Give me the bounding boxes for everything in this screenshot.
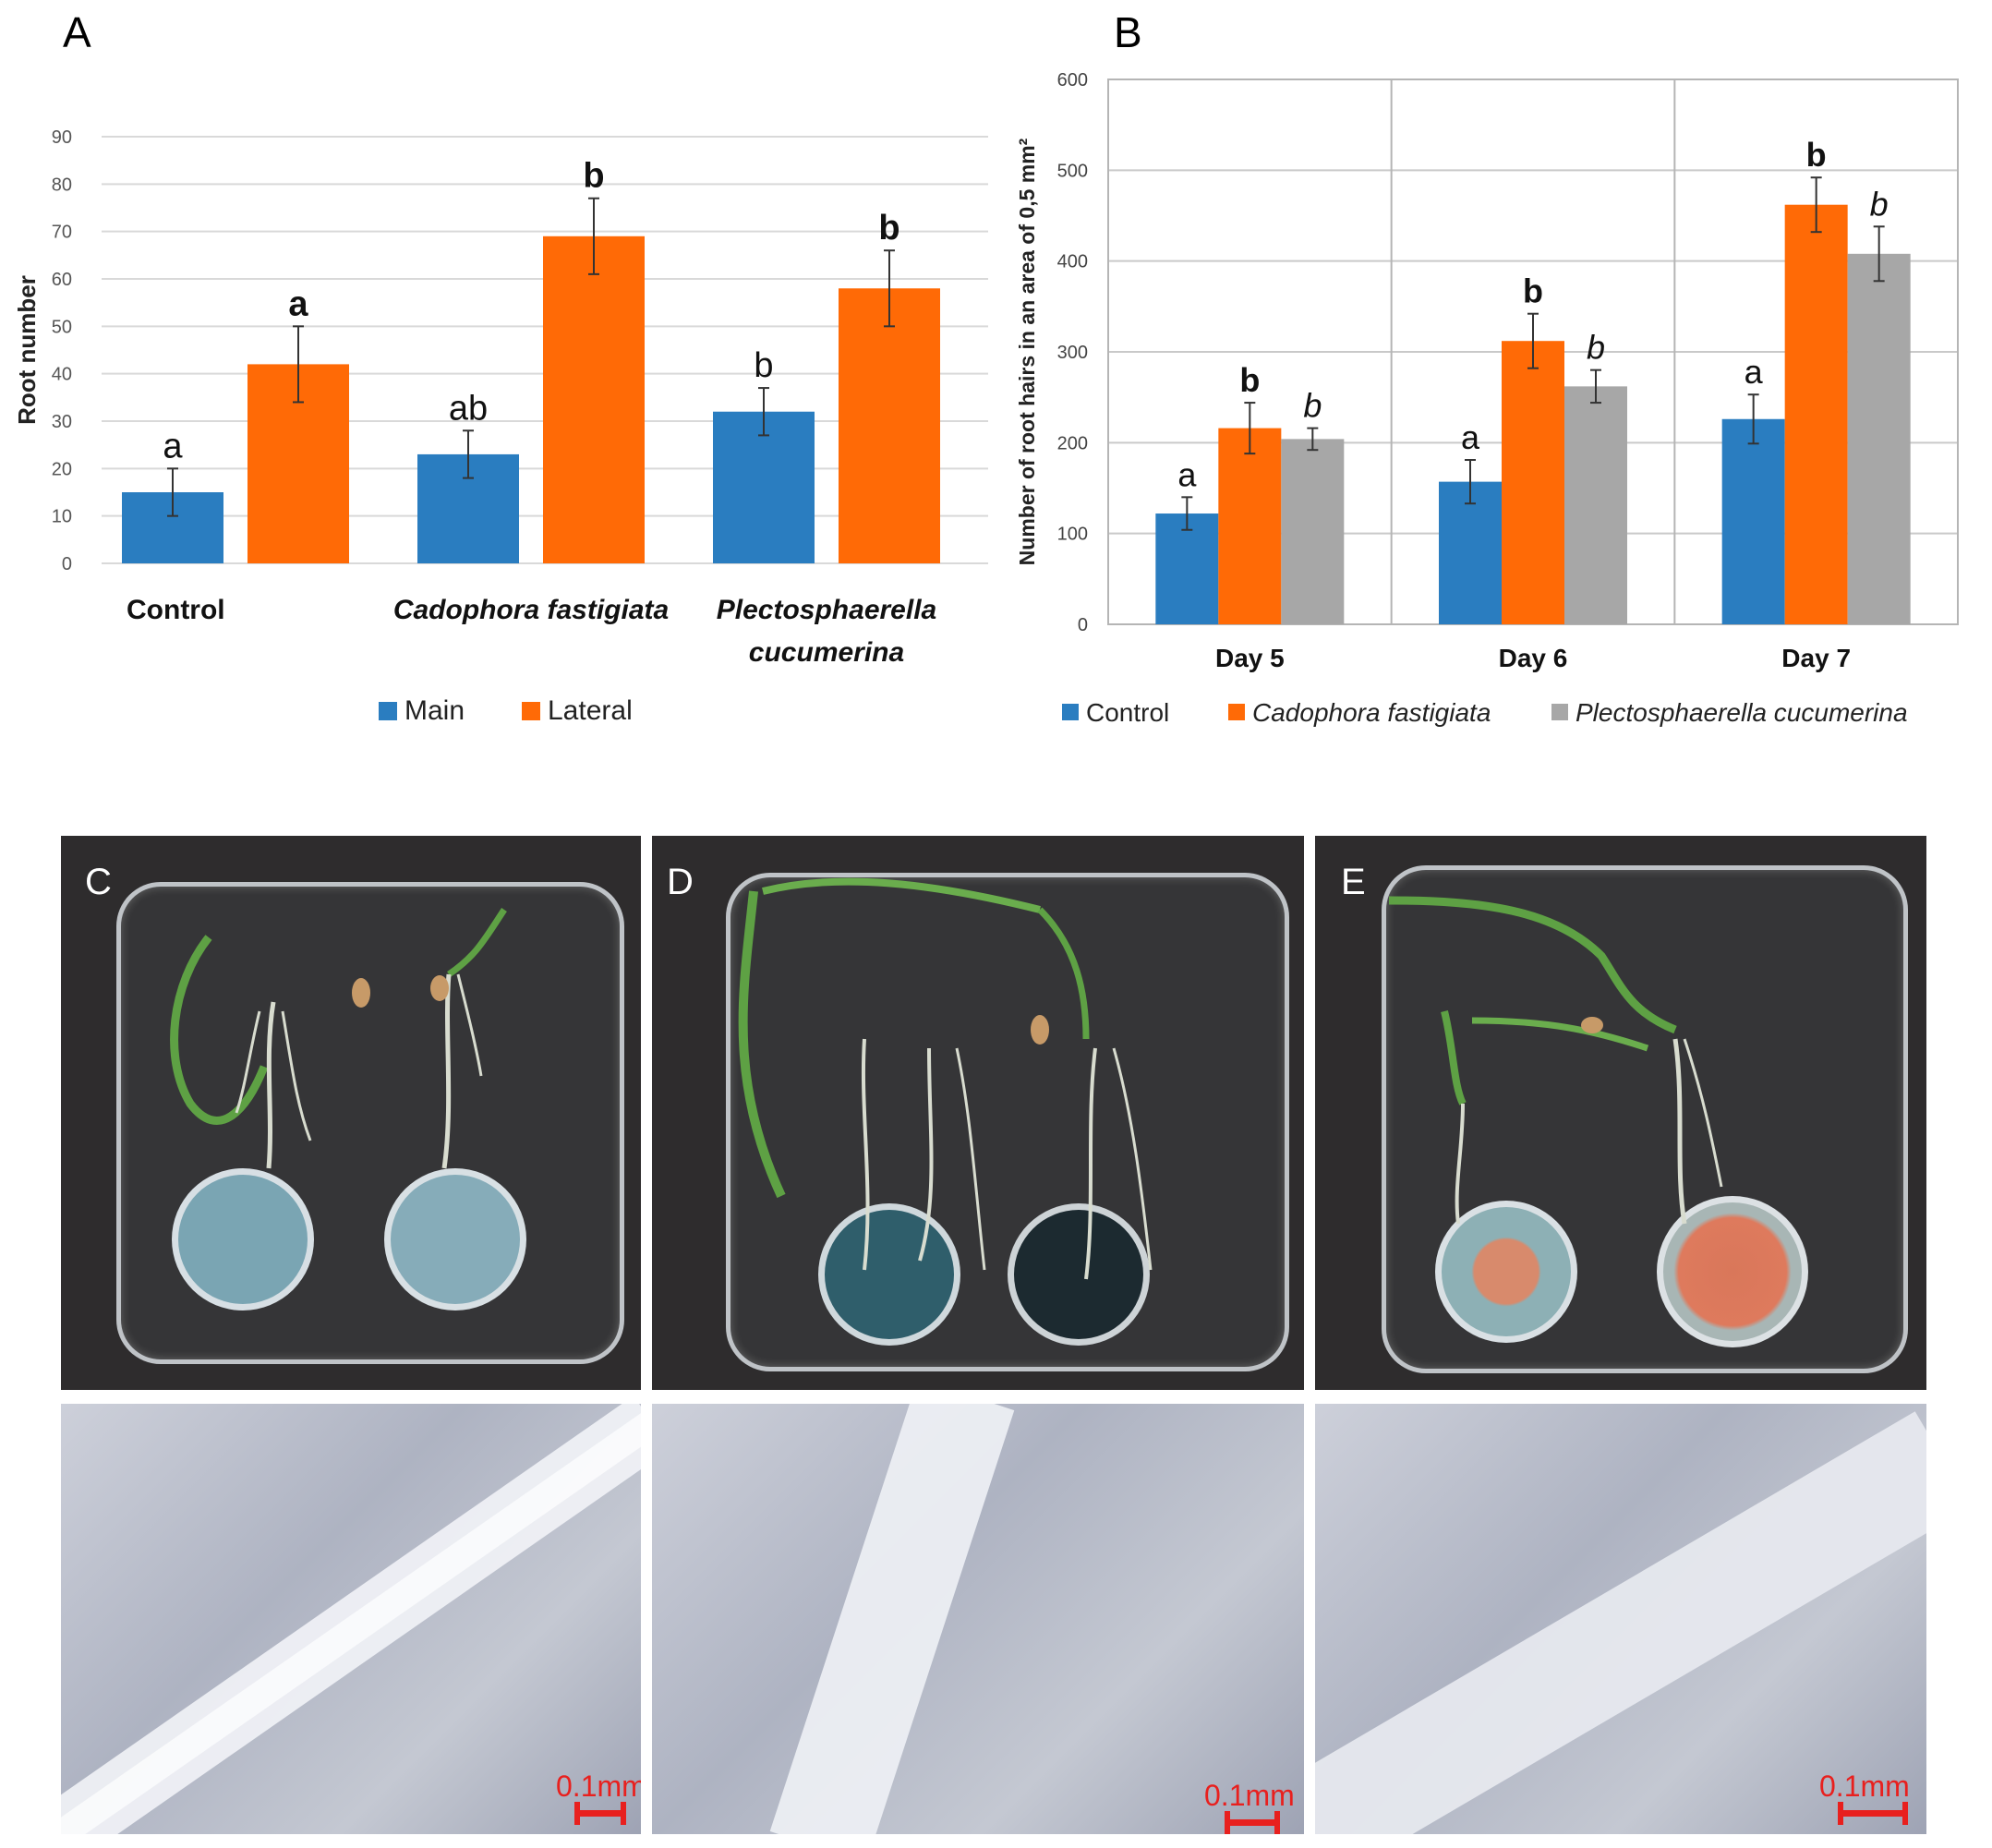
scale-bar-d: [1225, 1811, 1280, 1834]
micro-d-root-hairs: 0.1mm: [652, 1404, 1304, 1834]
y-tick-label: 300: [1057, 343, 1088, 363]
significance-letter: b: [583, 157, 604, 196]
bar: [1784, 204, 1848, 624]
legend-swatch: [1062, 704, 1079, 720]
y-tick-label: 80: [52, 175, 72, 195]
photo-c-plate: C: [61, 836, 641, 1390]
panel-label-a: A: [63, 8, 91, 56]
y-tick-label: 600: [1057, 70, 1088, 91]
legend-swatch: [1551, 704, 1568, 720]
y-tick-label: 70: [52, 223, 72, 243]
scale-label-e: 0.1mm: [1819, 1769, 1910, 1803]
category-label: Cadophora fastigiata: [393, 595, 669, 625]
significance-letter: a: [288, 284, 308, 323]
significance-letter: b: [878, 209, 899, 248]
y-tick-label: 20: [52, 459, 72, 479]
significance-letter: b: [754, 346, 773, 385]
category-label: Control: [127, 595, 225, 625]
bar: [1281, 439, 1345, 624]
legend-label: Plectosphaerella cucumerina: [1575, 698, 1908, 727]
panel-label-b: B: [1114, 8, 1142, 56]
category-label: Day 7: [1781, 644, 1851, 672]
bar: [1847, 253, 1911, 624]
scale-bar-e: [1838, 1802, 1908, 1825]
legend-swatch: [1228, 704, 1245, 720]
significance-letter: a: [1177, 455, 1197, 493]
legend-swatch: [379, 702, 397, 720]
y-axis-label: Number of root hairs in an area of 0,5 m…: [1015, 138, 1039, 565]
legend-label: Control: [1086, 698, 1169, 727]
bar: [1439, 481, 1502, 624]
panel-label-d: D: [667, 862, 694, 902]
category-label: Plectosphaerella: [717, 595, 936, 625]
chart-a-root-number: 0 10 20 30 40 50 60 70 80 90 Root number a a Control a…: [13, 127, 988, 726]
micro-e-root-hairs: 0.1mm: [1315, 1404, 1926, 1834]
scale-label-c: 0.1mm: [556, 1769, 641, 1803]
bar: [1721, 418, 1785, 624]
panel-label-e: E: [1341, 862, 1366, 902]
chart-b-root-hairs: 0 100 200 300 400 500 600 Number of root hairs …: [1015, 70, 1959, 727]
panel-label-c: C: [85, 862, 112, 902]
bar: [1564, 386, 1627, 624]
y-tick-label: 30: [52, 412, 72, 432]
significance-letter: b: [1870, 185, 1889, 223]
bar: [1502, 341, 1564, 624]
photo-e-plate: E: [1315, 836, 1926, 1390]
bar: [1155, 513, 1219, 624]
y-axis-label: Root number: [13, 275, 41, 425]
y-tick-label: 0: [62, 554, 72, 574]
y-tick-label: 10: [52, 507, 72, 527]
significance-letter: b: [1806, 136, 1827, 174]
legend-label: Lateral: [548, 695, 633, 726]
bar: [839, 288, 940, 563]
significance-letter: b: [1303, 387, 1322, 425]
bar: [543, 236, 645, 564]
legend-label: Main: [404, 695, 465, 726]
significance-letter: b: [1239, 361, 1260, 399]
bar: [713, 411, 815, 563]
significance-letter: b: [1523, 272, 1543, 310]
y-tick-label: 500: [1057, 161, 1088, 181]
micro-c-root-hairs: 0.1mm: [61, 1404, 641, 1834]
legend-label: Cadophora fastigiata: [1252, 698, 1491, 727]
y-tick-label: 400: [1057, 252, 1088, 272]
y-tick-label: 90: [52, 127, 72, 148]
y-tick-label: 60: [52, 270, 72, 290]
y-tick-label: 100: [1057, 525, 1088, 545]
significance-letter: b: [1587, 329, 1605, 367]
significance-letter: a: [1745, 353, 1764, 391]
significance-letter: a: [1461, 418, 1480, 456]
legend-swatch: [522, 702, 540, 720]
bar: [1218, 428, 1282, 624]
category-label: Day 6: [1499, 644, 1568, 672]
category-label: Day 5: [1215, 644, 1285, 672]
photo-d-plate: D: [652, 836, 1304, 1390]
scale-label-d: 0.1mm: [1204, 1779, 1295, 1812]
category-label: cucumerina: [749, 637, 904, 668]
significance-letter: ab: [449, 389, 488, 428]
y-tick-label: 0: [1078, 615, 1088, 635]
significance-letter: a: [163, 427, 183, 465]
y-tick-label: 40: [52, 365, 72, 385]
scale-bar-c: [574, 1802, 626, 1825]
y-tick-label: 50: [52, 317, 72, 337]
y-tick-label: 200: [1057, 433, 1088, 453]
